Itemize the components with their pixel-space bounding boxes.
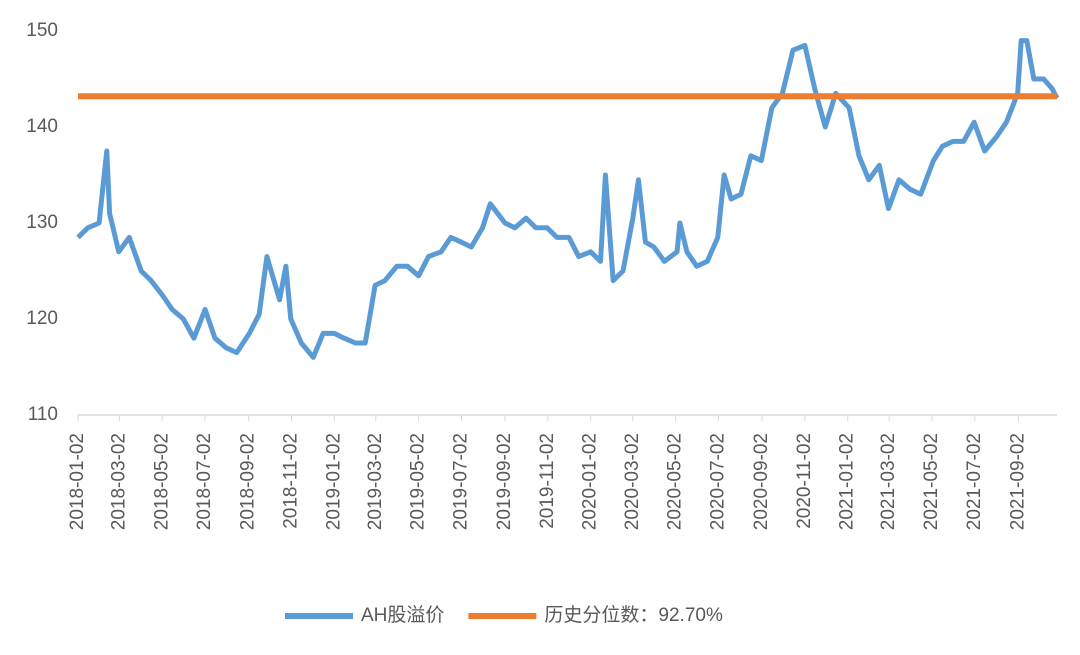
x-tick-label: 2018-03-02 xyxy=(108,433,129,530)
legend-label: AH股溢价 xyxy=(361,604,444,626)
x-tick-label: 2021-05-02 xyxy=(921,433,942,530)
y-tick-label: 130 xyxy=(26,212,58,233)
y-tick-label: 140 xyxy=(26,116,58,137)
x-tick-label: 2019-03-02 xyxy=(365,433,386,530)
x-tick-label: 2021-03-02 xyxy=(878,433,899,530)
legend-label: 历史分位数：92.70% xyxy=(544,604,723,626)
x-tick-label: 2018-07-02 xyxy=(194,433,215,530)
x-tick-label: 2021-09-02 xyxy=(1007,433,1028,530)
y-tick-label: 150 xyxy=(26,20,58,41)
x-tick-label: 2018-09-02 xyxy=(238,433,259,530)
x-tick-label: 2021-01-02 xyxy=(837,433,858,530)
x-tick-label: 2019-09-02 xyxy=(494,433,515,530)
x-tick-label: 2020-03-02 xyxy=(622,433,643,530)
x-tick-label: 2018-01-02 xyxy=(67,433,88,530)
x-tick-label: 2021-07-02 xyxy=(964,433,985,530)
x-tick-label: 2020-07-02 xyxy=(708,433,729,530)
x-tick-label: 2019-01-02 xyxy=(323,433,344,530)
x-tick-label: 2020-11-02 xyxy=(794,433,815,529)
x-tick-label: 2019-07-02 xyxy=(450,433,471,530)
y-tick-label: 120 xyxy=(26,308,58,329)
x-tick-label: 2020-09-02 xyxy=(751,433,772,530)
x-tick-label: 2019-11-02 xyxy=(537,433,558,529)
x-tick-label: 2018-11-02 xyxy=(281,433,302,529)
data-line xyxy=(76,38,1060,360)
x-tick-label: 2020-01-02 xyxy=(580,433,601,530)
x-tick-label: 2020-05-02 xyxy=(665,433,686,530)
y-tick-label: 110 xyxy=(28,404,58,425)
x-tick-label: 2019-05-02 xyxy=(408,433,429,530)
x-tick-label: 2018-05-02 xyxy=(151,433,172,530)
